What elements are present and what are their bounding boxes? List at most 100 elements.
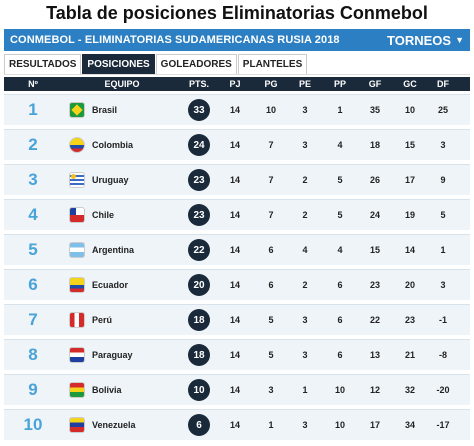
goals-against-cell: 34 — [404, 420, 415, 430]
points-cell: 23 — [182, 169, 216, 191]
position-number: 8 — [28, 345, 38, 364]
tournaments-dropdown[interactable]: TORNEOS ▼ — [387, 33, 464, 48]
flag-cell — [62, 172, 92, 188]
points-cell: 10 — [182, 379, 216, 401]
points-cell: 24 — [182, 134, 216, 156]
goals-against-cell: 14 — [404, 245, 415, 255]
flag-cell — [62, 102, 92, 118]
table-row: 10 Venezuela 6 14 1 3 10 17 34 -17 — [4, 409, 470, 440]
played-cell: 14 — [229, 315, 240, 325]
goal-difference-cell: 9 — [440, 175, 446, 185]
position-number: 2 — [28, 135, 38, 154]
draw-cell: 4 — [302, 245, 308, 255]
team-name: Brasil — [92, 105, 118, 115]
points-badge: 18 — [188, 309, 210, 331]
table-row: 1 Brasil 33 14 10 3 1 35 10 25 — [4, 94, 470, 125]
points-cell: 23 — [182, 204, 216, 226]
team-flag-icon — [69, 417, 85, 433]
team-flag-icon — [69, 382, 85, 398]
header-pts: PTS. — [188, 79, 209, 89]
position-number: 5 — [28, 240, 38, 259]
points-cell: 22 — [182, 239, 216, 261]
tab-bar: RESULTADOS POSICIONES GOLEADORES PLANTEL… — [4, 54, 470, 75]
draw-cell: 1 — [302, 385, 308, 395]
goals-against-cell: 23 — [404, 315, 415, 325]
lost-cell: 5 — [337, 175, 343, 185]
goal-difference-cell: -20 — [436, 385, 450, 395]
points-cell: 18 — [182, 309, 216, 331]
team-name: Argentina — [92, 245, 135, 255]
won-cell: 6 — [268, 245, 274, 255]
team-flag-icon — [69, 172, 85, 188]
lost-cell: 10 — [334, 420, 345, 430]
table-row: 5 Argentina 22 14 6 4 4 15 14 1 — [4, 234, 470, 265]
header-df: DF — [437, 79, 449, 89]
tab-resultados[interactable]: RESULTADOS — [4, 54, 82, 74]
tab-planteles[interactable]: PLANTELES — [237, 54, 308, 74]
points-badge: 33 — [188, 99, 210, 121]
tab-goleadores[interactable]: GOLEADORES — [155, 54, 237, 74]
draw-cell: 2 — [302, 175, 308, 185]
table-row: 8 Paraguay 18 14 5 3 6 13 21 -8 — [4, 339, 470, 370]
won-cell: 10 — [265, 105, 276, 115]
won-cell: 7 — [268, 210, 274, 220]
flag-cell — [62, 277, 92, 293]
position-number: 10 — [23, 415, 43, 434]
goal-difference-cell: 5 — [440, 210, 446, 220]
draw-cell: 3 — [302, 350, 308, 360]
goals-for-cell: 22 — [369, 315, 380, 325]
played-cell: 14 — [229, 210, 240, 220]
played-cell: 14 — [229, 350, 240, 360]
team-name: Bolivia — [92, 385, 122, 395]
goals-against-cell: 20 — [404, 280, 415, 290]
position-number: 7 — [28, 310, 38, 329]
header-gf: GF — [368, 79, 382, 89]
team-flag-icon — [69, 207, 85, 223]
goals-against-cell: 21 — [404, 350, 415, 360]
goal-difference-cell: 3 — [440, 280, 446, 290]
points-badge: 24 — [188, 134, 210, 156]
lost-cell: 4 — [337, 245, 343, 255]
table-row: 7 Perú 18 14 5 3 6 22 23 -1 — [4, 304, 470, 335]
tab-posiciones[interactable]: POSICIONES — [82, 54, 155, 74]
points-cell: 20 — [182, 274, 216, 296]
team-flag-icon — [69, 277, 85, 293]
lost-cell: 5 — [337, 210, 343, 220]
flag-cell — [62, 137, 92, 153]
goals-for-cell: 24 — [369, 210, 380, 220]
goal-difference-cell: 3 — [440, 140, 446, 150]
goals-for-cell: 15 — [369, 245, 380, 255]
table-header: Nº EQUIPO PTS. PJ PG PE PP GF GC DF — [4, 77, 470, 91]
team-name: Ecuador — [92, 280, 129, 290]
team-flag-icon — [69, 347, 85, 363]
played-cell: 14 — [229, 385, 240, 395]
goals-for-cell: 18 — [369, 140, 380, 150]
goals-for-cell: 17 — [369, 420, 380, 430]
header-pp: PP — [333, 79, 346, 89]
flag-cell — [62, 312, 92, 328]
goal-difference-cell: 25 — [437, 105, 448, 115]
team-name: Paraguay — [92, 350, 133, 360]
won-cell: 5 — [268, 350, 274, 360]
header-pj: PJ — [229, 79, 241, 89]
goals-for-cell: 35 — [369, 105, 380, 115]
position-number: 6 — [28, 275, 38, 294]
points-cell: 33 — [182, 99, 216, 121]
lost-cell: 4 — [337, 140, 343, 150]
team-name: Venezuela — [92, 420, 136, 430]
position-number: 9 — [28, 380, 38, 399]
draw-cell: 3 — [302, 420, 308, 430]
flag-cell — [62, 417, 92, 433]
goals-for-cell: 13 — [369, 350, 380, 360]
draw-cell: 3 — [302, 105, 308, 115]
points-badge: 20 — [188, 274, 210, 296]
points-cell: 6 — [182, 414, 216, 436]
position-number: 3 — [28, 170, 38, 189]
tournament-title: CONMEBOL - ELIMINATORIAS SUDAMERICANAS R… — [10, 34, 340, 46]
played-cell: 14 — [229, 175, 240, 185]
chevron-down-icon: ▼ — [455, 35, 464, 45]
points-badge: 22 — [188, 239, 210, 261]
goal-difference-cell: -1 — [438, 315, 447, 325]
goals-against-cell: 32 — [404, 385, 415, 395]
team-flag-icon — [69, 137, 85, 153]
